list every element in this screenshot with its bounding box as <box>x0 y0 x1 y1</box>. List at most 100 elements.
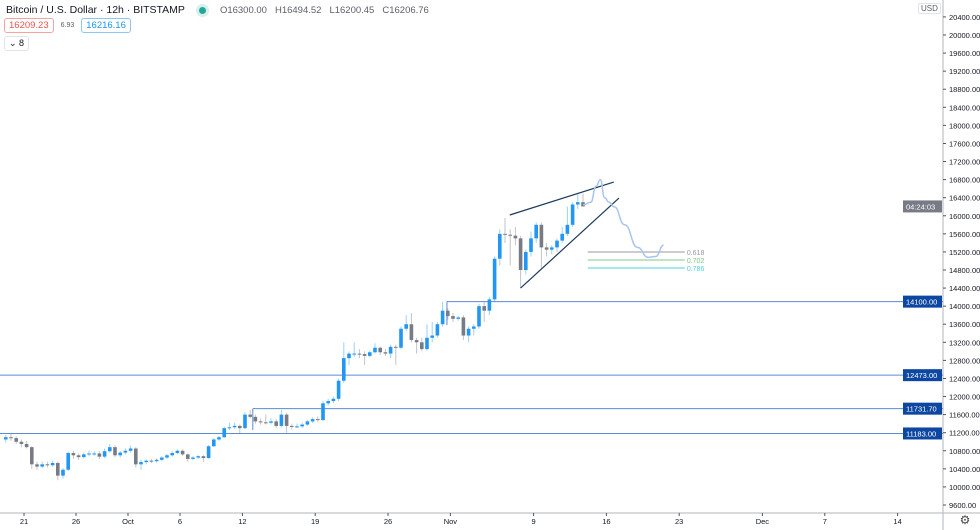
candle <box>253 414 258 424</box>
y-tick-label: 19200.00 <box>949 67 980 76</box>
symbol-title[interactable]: Bitcoin / U.S. Dollar · 12h · BITSTAMP <box>6 4 185 16</box>
candle-body <box>248 414 252 417</box>
y-tick-label: 11600.00 <box>949 411 980 420</box>
candle <box>347 351 351 365</box>
candle <box>24 440 29 449</box>
candle <box>518 236 523 289</box>
buy-button[interactable]: 16216.16 <box>81 18 131 33</box>
gear-icon[interactable]: ⚙ <box>959 513 971 527</box>
candle-body <box>269 421 273 423</box>
y-tick-label: 16800.00 <box>949 176 980 185</box>
x-tick-label: 23 <box>675 517 683 526</box>
candle-body <box>446 310 450 317</box>
candle <box>446 308 450 320</box>
candle <box>227 422 232 430</box>
sell-button[interactable]: 16209.23 <box>4 18 54 33</box>
candle-body <box>362 354 367 356</box>
candle <box>113 445 117 458</box>
candle <box>191 456 195 461</box>
candle <box>565 206 570 237</box>
candle <box>123 448 128 455</box>
candle <box>102 448 107 458</box>
candle-body <box>544 247 549 250</box>
candle <box>534 222 538 243</box>
candle <box>524 249 528 275</box>
y-tick-label: 14400.00 <box>949 284 980 293</box>
candle <box>435 321 440 338</box>
candle-body <box>570 204 575 225</box>
candle-body <box>425 337 429 350</box>
candle-body <box>186 454 190 459</box>
candle-body <box>409 324 414 341</box>
candle-body <box>19 441 24 444</box>
candle-body <box>35 464 39 467</box>
candle-body <box>399 328 403 348</box>
candle <box>274 419 278 429</box>
countdown-tag <box>903 200 942 213</box>
candle <box>97 451 102 459</box>
candle <box>35 461 39 470</box>
candle-body <box>472 326 476 329</box>
candle-body <box>534 224 538 239</box>
candle <box>9 433 13 441</box>
candle-body <box>118 452 122 456</box>
candle-body <box>284 414 289 426</box>
candle-body <box>97 453 102 457</box>
candle <box>154 458 159 463</box>
candle-body <box>492 258 497 300</box>
candle-body <box>316 419 320 421</box>
candle <box>378 346 382 355</box>
candle <box>498 229 502 266</box>
candle-body <box>56 462 60 476</box>
candle <box>258 418 263 425</box>
y-tick-label: 17600.00 <box>949 139 980 148</box>
candle-body <box>160 457 164 460</box>
candle-body <box>477 306 481 327</box>
candle <box>160 456 164 462</box>
candle <box>555 238 559 252</box>
wedge-trendline <box>509 181 614 216</box>
candle-body <box>347 353 351 359</box>
candle-body <box>170 453 174 456</box>
candle-body <box>264 422 268 424</box>
fib-ratio-label: 0.702 <box>687 258 705 265</box>
candle-body <box>456 317 460 319</box>
candle-body <box>352 353 356 355</box>
candle-body <box>227 427 232 429</box>
ohlc-open: O16300.00 <box>219 4 267 16</box>
candle <box>430 321 434 343</box>
candle <box>264 414 268 425</box>
candle-body <box>108 447 112 452</box>
candle-body <box>24 443 29 448</box>
candle-body <box>180 450 185 455</box>
candle-body <box>71 453 76 456</box>
candle <box>269 418 273 425</box>
candle <box>456 315 460 321</box>
candle-body <box>331 398 336 402</box>
candle <box>61 467 65 479</box>
x-tick-label: 9 <box>532 517 536 526</box>
candle <box>305 420 310 426</box>
candle-body <box>279 414 284 426</box>
candle-body <box>555 240 559 248</box>
candle <box>19 439 24 448</box>
currency-label[interactable]: USD <box>918 3 941 14</box>
candle <box>40 461 44 468</box>
candle-body <box>82 454 86 458</box>
candle <box>477 303 481 329</box>
candle <box>544 242 549 257</box>
candle <box>513 227 518 246</box>
candle-body <box>66 453 70 470</box>
candle-body <box>196 456 200 458</box>
candle <box>300 422 304 428</box>
candle <box>118 450 122 458</box>
candle-body <box>310 419 315 422</box>
candle <box>14 436 18 444</box>
y-tick-label: 18000.00 <box>949 121 980 130</box>
candle <box>170 451 174 457</box>
candle <box>82 452 86 459</box>
candle-body <box>565 224 570 234</box>
indicators-toggle-button[interactable]: ⌄ 8 <box>4 36 30 51</box>
ohlc-low: L16200.45 <box>329 4 375 16</box>
